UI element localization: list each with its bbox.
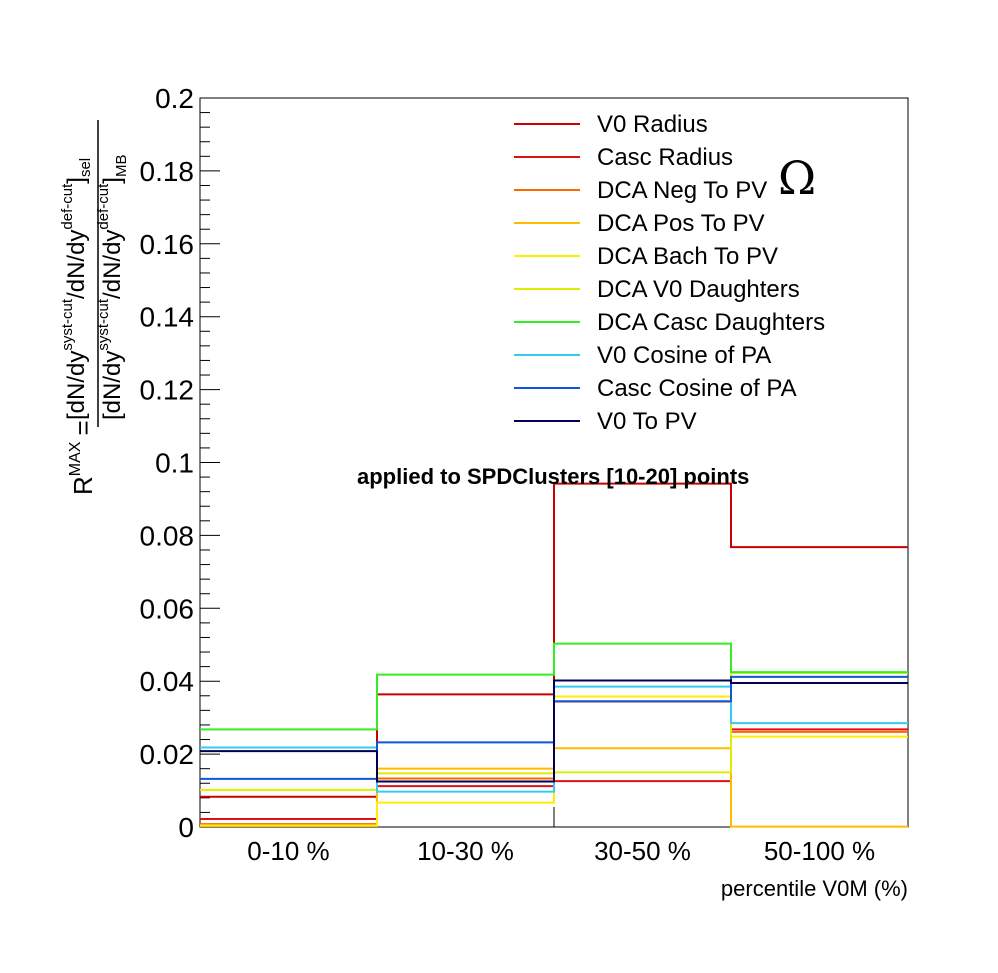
legend-label: DCA Casc Daughters	[597, 309, 825, 336]
y-tick-label: 0.2	[155, 83, 194, 114]
legend-label: Casc Radius	[597, 144, 733, 171]
ylabel-num-mid: /dN/dy	[63, 230, 90, 299]
ylabel-den-end: ]	[99, 177, 126, 184]
ylabel-eq: =	[68, 420, 98, 435]
ylabel-den-sub: MB	[113, 155, 130, 178]
ylabel-lhs-sup: MAX	[67, 441, 84, 476]
particle-symbol: Ω	[778, 151, 816, 205]
x-tick-label: 30-50 %	[594, 836, 691, 866]
y-axis-title: RMAX= [dN/dysyst-cut/dN/dydef-cut]sel [d…	[59, 120, 130, 495]
ylabel-den-mid: /dN/dy	[99, 230, 126, 299]
annotation-text: applied to SPDClusters [10-20] points	[357, 464, 749, 489]
y-tick-label: 0.04	[140, 666, 195, 697]
ylabel-den-sup2: def-cut	[95, 183, 112, 230]
x-tick-label: 50-100 %	[764, 836, 875, 866]
legend-label: DCA Bach To PV	[597, 243, 778, 270]
legend-label: V0 To PV	[597, 408, 697, 435]
svg-text:[dN/dysyst-cut/dN/dydef-cut]MB: [dN/dysyst-cut/dN/dydef-cut]MB	[95, 155, 130, 420]
y-tick-label: 0.12	[140, 375, 195, 406]
ylabel-num-end: ]	[63, 177, 90, 184]
y-tick-label: 0.08	[140, 520, 195, 551]
ylabel-den-main: [dN/dy	[99, 351, 126, 420]
series-line	[200, 642, 908, 731]
legend-label: DCA V0 Daughters	[597, 276, 800, 303]
ylabel-num-sup1: syst-cut	[59, 298, 76, 351]
ylabel-den-sup1: syst-cut	[95, 298, 112, 351]
x-tick-label: 0-10 %	[247, 836, 329, 866]
y-tick-label: 0.14	[140, 302, 195, 333]
y-tick-label: 0.06	[140, 593, 195, 624]
x-tick-label: 10-30 %	[417, 836, 514, 866]
ylabel-num-main: [dN/dy	[63, 351, 90, 420]
legend-label: Casc Cosine of PA	[597, 375, 797, 402]
svg-text:RMAX=: RMAX =	[67, 420, 98, 495]
legend-label: V0 Cosine of PA	[597, 342, 771, 369]
ylabel-num-sup2: def-cut	[59, 183, 76, 230]
y-tick-label: 0.16	[140, 229, 195, 260]
x-axis: 0-10 % 10-30 % 30-50 % 50-100 %	[247, 807, 875, 866]
legend-label: DCA Neg To PV	[597, 177, 767, 204]
series-line	[200, 679, 908, 783]
y-tick-label: 0.18	[140, 156, 195, 187]
legend-label: V0 Radius	[597, 111, 708, 138]
ylabel-num-sub: sel	[77, 158, 94, 177]
legend-label: DCA Pos To PV	[597, 210, 765, 237]
y-tick-label: 0.1	[155, 448, 194, 479]
series-group	[200, 482, 908, 828]
x-axis-title: percentile V0M (%)	[721, 876, 908, 901]
legend: V0 Radius Casc Radius DCA Neg To PV DCA Pos…	[514, 111, 825, 435]
svg-text:[dN/dysyst-cut/dN/dydef-cut]se: [dN/dysyst-cut/dN/dydef-cut]sel	[59, 158, 94, 420]
ylabel-lhs: R	[68, 476, 98, 495]
y-tick-label: 0.02	[140, 739, 195, 770]
y-tick-label: 0	[178, 812, 194, 843]
y-axis: 0 0.02 0.04 0.06 0.08 0.1 0.12 0.14 0.16 0.18 0.2	[140, 83, 220, 843]
